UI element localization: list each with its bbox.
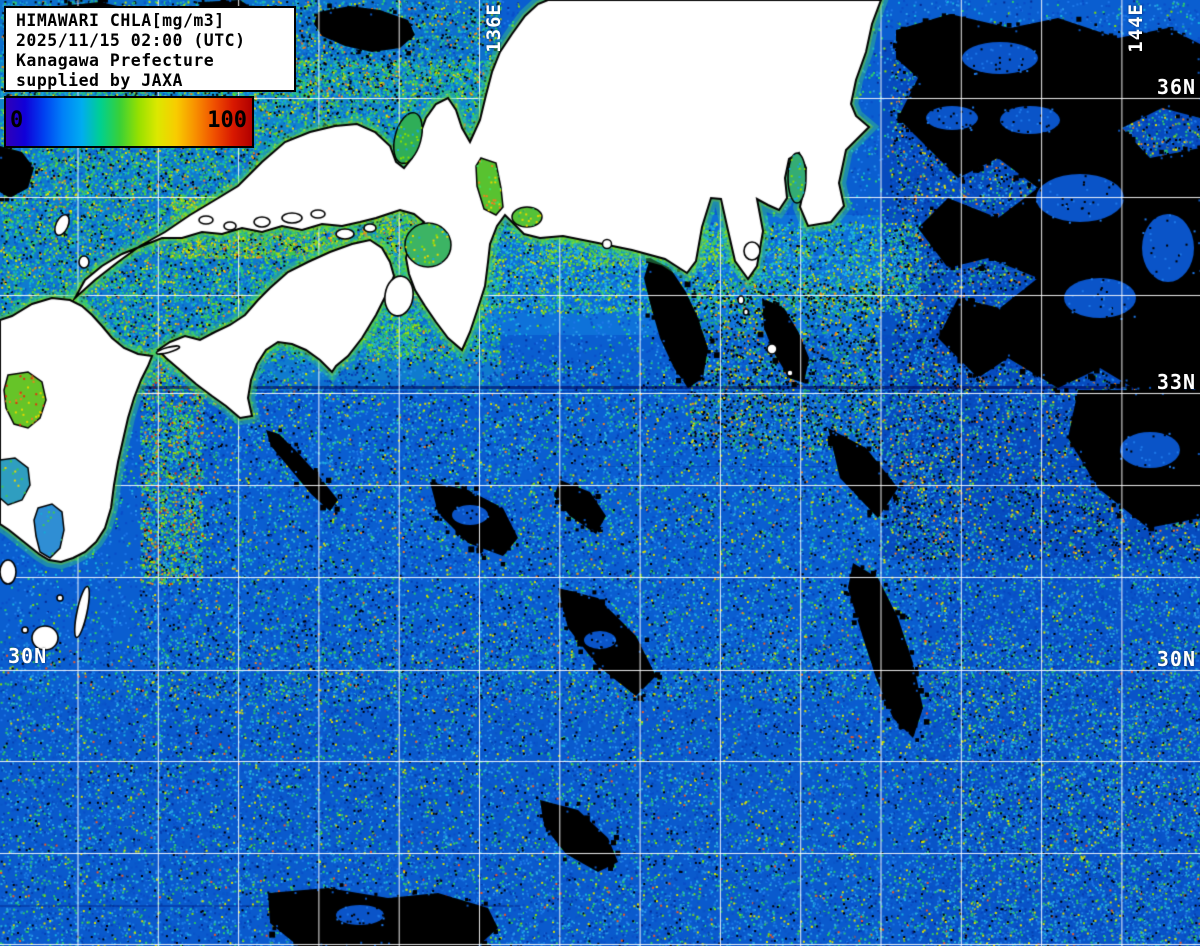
- colorbar: 0 100: [4, 96, 254, 148]
- lon-label-144E: 144E: [1125, 3, 1148, 53]
- title-box: HIMAWARI CHLA[mg/m3] 2025/11/15 02:00 (U…: [4, 6, 296, 92]
- lat-label-left-30N: 30N: [8, 644, 48, 668]
- lon-label-136E: 136E: [483, 3, 505, 53]
- lat-label-right-30N: 30N: [1156, 647, 1196, 671]
- lat-label-right-33N: 33N: [1156, 370, 1196, 394]
- title-region: Kanagawa Prefecture: [16, 51, 215, 70]
- title-product: HIMAWARI CHLA[mg/m3]: [16, 11, 225, 30]
- colorbar-min-label: 0: [10, 108, 24, 133]
- colorbar-max-label: 100: [207, 108, 247, 133]
- lat-label-right-36N: 36N: [1156, 75, 1196, 99]
- title-datetime: 2025/11/15 02:00 (UTC): [16, 31, 246, 50]
- title-credit: supplied by JAXA: [16, 71, 183, 90]
